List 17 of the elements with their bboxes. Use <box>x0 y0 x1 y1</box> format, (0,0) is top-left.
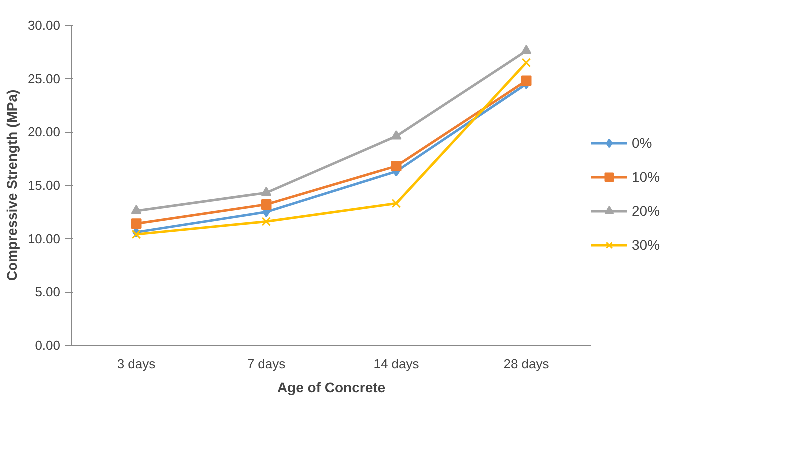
legend-label: 10% <box>632 169 660 185</box>
y-tick-label: 5.00 <box>35 284 61 300</box>
legend-label: 0% <box>632 135 652 151</box>
x-tick-label: 3 days <box>117 356 156 372</box>
y-tick-label: 20.00 <box>28 124 61 140</box>
x-tick-label: 28 days <box>504 356 550 372</box>
x-axis-title: Age of Concrete <box>277 380 386 396</box>
legend-label: 30% <box>632 237 660 253</box>
x-tick-label: 7 days <box>247 356 286 372</box>
legend-label: 20% <box>632 203 660 219</box>
y-tick-label: 0.00 <box>35 338 61 353</box>
y-tick-label: 25.00 <box>28 71 61 86</box>
y-tick-label: 30.00 <box>28 18 61 33</box>
y-axis-title: Compressive Strength (MPa) <box>4 90 20 282</box>
y-tick-label: 10.00 <box>28 231 61 246</box>
y-tick-label: 15.00 <box>28 178 61 193</box>
x-tick-label: 14 days <box>374 356 420 372</box>
